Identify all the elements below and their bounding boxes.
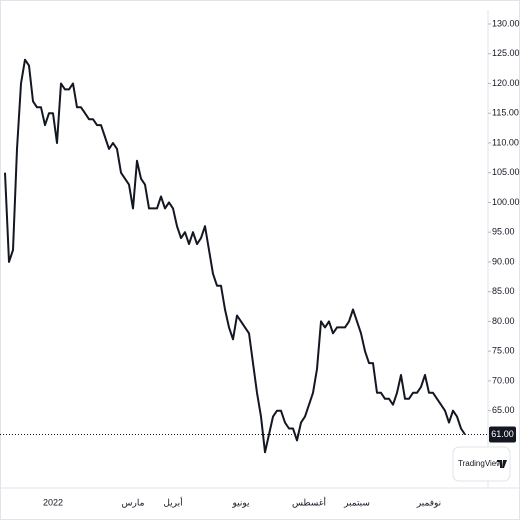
x-tick-label: نوفمبر	[416, 497, 441, 508]
watermark-text: TradingView	[458, 459, 502, 468]
y-tick-label: 85.00	[492, 286, 515, 296]
last-price-badge	[489, 426, 516, 443]
y-tick-label: 80.00	[492, 316, 515, 326]
y-tick-label: 120.00	[492, 78, 520, 88]
badge-box	[452, 446, 511, 482]
last-price-label: 61.00	[491, 429, 514, 439]
watermark-icon	[497, 460, 507, 468]
y-tick-label: 100.00	[492, 197, 520, 207]
watermark-badge: TradingView	[452, 446, 511, 482]
y-tick-label: 130.00	[492, 18, 520, 28]
x-tick-label: 2022	[43, 497, 63, 507]
plot: 65.00 70.00 75.00 80.00 85.00 90.00 95.00 100.0…	[0, 18, 520, 508]
y-tick-label: 70.00	[492, 375, 515, 385]
x-tick-label: مارس	[122, 497, 145, 508]
price-line-series	[4, 58, 466, 454]
y-tick-label: 115.00	[492, 108, 519, 118]
y-tick-label: 90.00	[492, 256, 515, 266]
x-tick-label: أغسطس	[292, 495, 326, 508]
y-tick-label: 105.00	[492, 167, 520, 177]
y-tick-label: 95.00	[492, 227, 515, 237]
x-tick-label: سبتمبر	[343, 497, 370, 508]
x-tick-label: أبريل	[163, 495, 182, 508]
x-tick-label: يونيو	[231, 497, 250, 508]
y-tick-label: 75.00	[492, 346, 515, 356]
y-tick-label: 65.00	[492, 405, 515, 415]
y-tick-label: 110.00	[492, 137, 519, 147]
y-tick-label: 125.00	[492, 48, 520, 58]
